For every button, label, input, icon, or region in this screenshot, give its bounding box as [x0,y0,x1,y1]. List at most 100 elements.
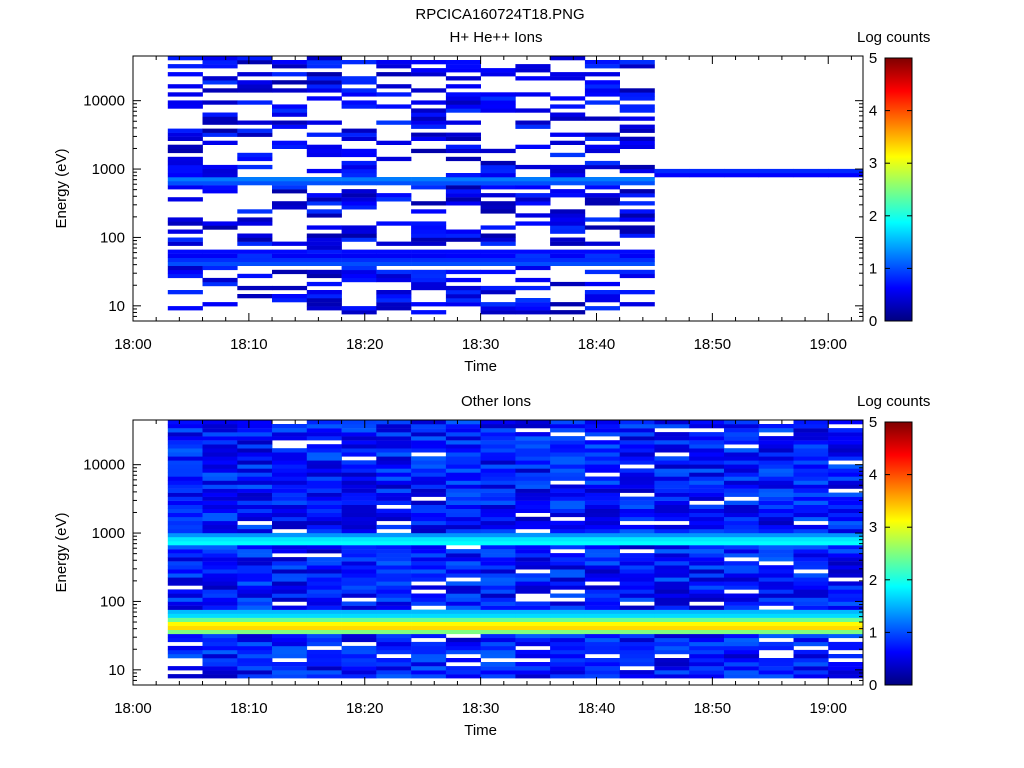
heatmap-cell [306,654,342,659]
heatmap-cell [689,561,725,566]
heatmap-cell [480,666,516,671]
heatmap-cell [306,424,342,429]
y-tick-label: 100 [100,229,125,246]
heatmap-cell [202,112,238,117]
heatmap-cell [445,201,481,206]
heatmap-cell [793,553,829,558]
heatmap-cell [793,476,829,481]
heatmap-cell [237,605,273,610]
heatmap-cell [550,492,586,497]
heatmap-cell [619,136,655,141]
heatmap-cell [167,496,203,501]
heatmap-cell [480,557,516,562]
heatmap-cell [411,302,447,307]
heatmap-cell [445,185,481,190]
heatmap-cell [306,516,342,522]
heatmap-cell [237,181,273,186]
heatmap-cell [167,528,203,534]
heatmap-cell [550,553,586,558]
heatmap-cell [654,561,690,566]
heatmap-cell [411,269,447,275]
heatmap-cell [341,625,377,630]
heatmap-cell [515,589,551,594]
heatmap-cell [376,488,412,493]
heatmap-cell [306,537,342,542]
heatmap-cell [167,649,203,655]
heatmap-cell [480,637,516,643]
heatmap-cell [758,557,794,562]
heatmap-cell [619,444,655,449]
heatmap-cell [376,472,412,477]
heatmap-cell [445,649,481,655]
heatmap-cell [758,468,794,473]
heatmap-cell [480,420,516,425]
heatmap-cell [689,658,725,663]
heatmap-cell [619,269,655,275]
heatmap-cell [237,666,273,671]
colorbar [884,421,913,686]
heatmap-cell [480,68,516,73]
heatmap-cell [619,249,655,254]
heatmap-cell [724,524,760,530]
heatmap-cell [272,500,308,505]
heatmap-cell [515,144,551,149]
heatmap-cell [480,108,516,113]
heatmap-cell [272,285,308,291]
heatmap-cell [793,516,829,522]
heatmap-cell [306,452,342,457]
heatmap-cell [515,285,551,291]
heatmap-cell [584,508,620,513]
heatmap-cell [689,629,725,635]
heatmap-cell [411,484,447,489]
heatmap-cell [167,436,203,441]
heatmap-cell [306,524,342,530]
heatmap-cell [654,658,690,663]
heatmap-cell [480,148,516,154]
heatmap-cell [480,460,516,465]
heatmap-cell [654,637,690,643]
heatmap-cell [689,168,725,174]
heatmap-cell [480,432,516,437]
heatmap-cell [445,233,481,238]
heatmap-cell [793,561,829,566]
heatmap-cell [445,173,481,178]
heatmap-cell [724,541,760,546]
heatmap-cell [654,573,690,578]
heatmap-cell [306,88,342,93]
heatmap-cell [515,500,551,505]
heatmap-cell [619,261,655,266]
heatmap-cell [202,492,238,497]
heatmap-cell [376,621,412,626]
heatmap-cell [689,621,725,626]
heatmap-cell [167,666,203,671]
heatmap-cell [376,484,412,489]
heatmap-cell [341,60,377,65]
heatmap-cell [445,516,481,522]
heatmap-cell [272,185,308,190]
heatmap-cell [515,662,551,667]
heatmap-cell [654,444,690,449]
heatmap-cell [689,577,725,582]
heatmap-cell [202,645,238,651]
heatmap-cell [828,428,864,433]
heatmap-cell [411,460,447,465]
heatmap-cell [306,253,342,258]
heatmap-cell [341,80,377,85]
heatmap-cell [306,621,342,626]
heatmap-cell [237,654,273,659]
heatmap-cell [376,569,412,574]
heatmap-cell [758,528,794,534]
heatmap-cell [341,500,377,505]
heatmap-cell [619,589,655,594]
heatmap-cell [724,625,760,630]
heatmap-cell [341,277,377,283]
heatmap-cell [550,217,586,222]
heatmap-cell [237,609,273,614]
heatmap-cell [376,241,412,246]
heatmap-cell [341,136,377,141]
heatmap-cell [411,88,447,93]
heatmap-cell [550,56,586,61]
heatmap-cell [480,424,516,429]
heatmap-cell [828,464,864,469]
heatmap-cell [689,520,725,526]
